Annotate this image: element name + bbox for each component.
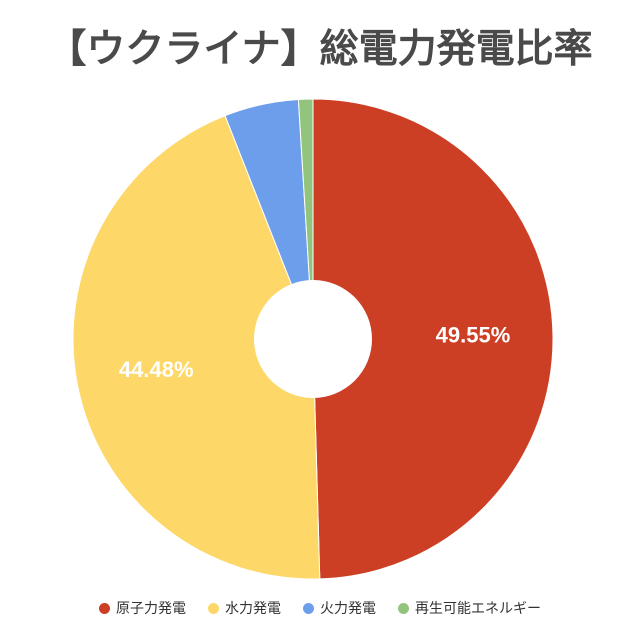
legend-swatch xyxy=(99,602,110,614)
pie-slice xyxy=(72,115,321,580)
legend: 原子力発電 水力発電 火力発電 再生可能エネルギー xyxy=(0,598,640,618)
legend-label: 原子力発電 xyxy=(116,601,186,617)
legend-label: 再生可能エネルギー xyxy=(415,601,541,617)
legend-label: 水力発電 xyxy=(225,601,281,617)
chart-title: 【ウクライナ】総電力発電比率 xyxy=(47,27,593,72)
legend-item: 火力発電 xyxy=(303,598,376,618)
legend-swatch xyxy=(303,602,314,614)
legend-item: 原子力発電 xyxy=(99,598,186,618)
legend-swatch xyxy=(398,602,409,614)
pie-slice xyxy=(297,98,314,340)
pie-slice xyxy=(312,98,554,580)
donut-hole xyxy=(254,280,372,398)
legend-swatch xyxy=(208,602,219,614)
legend-label: 火力発電 xyxy=(320,601,376,617)
slice-data-label: 49.55% xyxy=(436,323,511,348)
legend-item: 再生可能エネルギー xyxy=(398,598,541,618)
slice-data-label: 44.48% xyxy=(119,357,194,382)
legend-item: 水力発電 xyxy=(208,598,281,618)
